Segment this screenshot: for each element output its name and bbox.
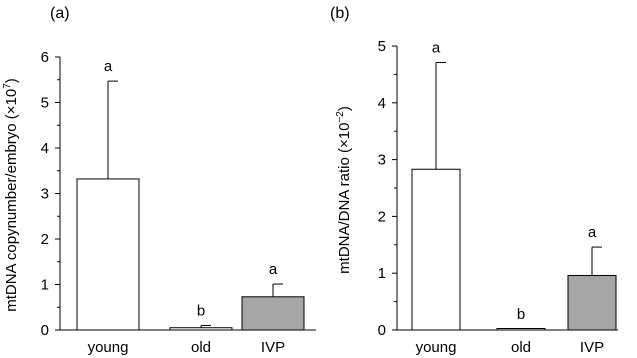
panel-a-y-tick-label: 4 bbox=[41, 140, 49, 157]
panel-a-sig-label: a bbox=[269, 261, 278, 278]
panel-a-y-axis-label: mtDNA copynumber/embryo (×107) bbox=[2, 78, 20, 312]
panel-b-bar-old bbox=[496, 328, 546, 331]
panel-b-y-tick-label: 1 bbox=[378, 265, 386, 282]
panel-a-y-tick-label: 0 bbox=[41, 322, 49, 339]
panel-a-bar-young bbox=[76, 178, 140, 331]
panel-b-y-tick-label: 5 bbox=[378, 38, 386, 55]
panel-a-bar-ivp bbox=[241, 296, 305, 331]
panel-a-y-tick-label: 6 bbox=[41, 49, 49, 66]
panel-a-category-label: IVP bbox=[261, 339, 285, 356]
panel-b-category-label: old bbox=[511, 339, 531, 356]
panel-b-y-tick-label: 0 bbox=[378, 322, 386, 339]
panel-a-sig-label: b bbox=[197, 302, 205, 319]
panel-a-category-label: old bbox=[191, 339, 211, 356]
panel-a-y-tick-label: 5 bbox=[41, 95, 49, 112]
panel-b-sig-label: a bbox=[588, 224, 597, 241]
panel-b-sig-label: b bbox=[517, 306, 525, 323]
panel-b-sig-label: a bbox=[432, 39, 441, 56]
panel-a-sig-label: a bbox=[104, 58, 113, 75]
panel-b-label: (b) bbox=[330, 5, 350, 22]
panel-b-y-tick-label: 4 bbox=[378, 95, 386, 112]
panel-b-y-tick-label: 3 bbox=[378, 152, 386, 169]
panel-b-y-tick-label: 2 bbox=[378, 208, 386, 225]
panel-b-category-label: young bbox=[416, 339, 457, 356]
panel-b-bar-ivp bbox=[567, 274, 617, 331]
panel-a-label: (a) bbox=[50, 5, 70, 22]
panel-a-y-tick-label: 3 bbox=[41, 186, 49, 203]
panel-b-category-label: IVP bbox=[580, 339, 604, 356]
panel-b-y-axis-label-exp: −2 bbox=[335, 111, 346, 123]
panel-b-axes: 0 1 2 3 4 5 a young b old a IVP bbox=[378, 38, 618, 356]
panel-a-bar-old bbox=[169, 327, 233, 331]
panel-a-y-tick-label: 1 bbox=[41, 277, 49, 294]
panel-a-category-label: young bbox=[88, 339, 129, 356]
panel-a: (a) mtDNA copynumber/embryo (×107) 0 1 2 3 4… bbox=[2, 5, 316, 356]
panel-a-y-tick-label: 2 bbox=[41, 231, 49, 248]
panel-b-bar-young bbox=[411, 168, 461, 331]
panel-b-y-axis-label: mtDNA/DNA ratio (×10−2) bbox=[335, 106, 353, 274]
panel-b: (b) mtDNA/DNA ratio (×10−2) 0 1 2 3 4 5 a young… bbox=[330, 5, 618, 356]
panel-a-y-axis-label-exp: 7 bbox=[2, 83, 13, 89]
panel-a-axes: 0 1 2 3 4 5 6 a young b old a IVP bbox=[41, 49, 316, 356]
